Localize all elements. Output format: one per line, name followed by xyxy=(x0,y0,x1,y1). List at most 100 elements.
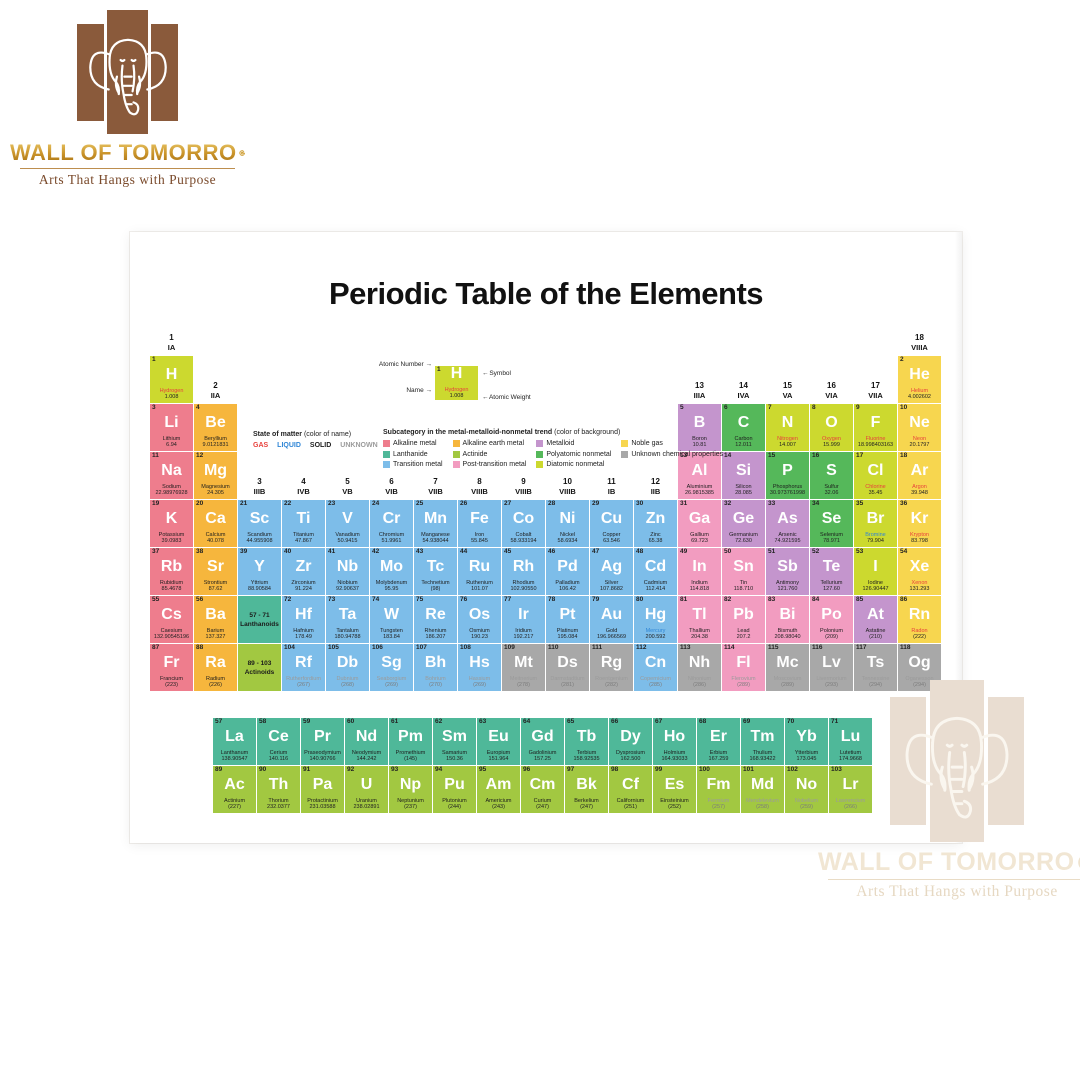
element-cell-Ir: 77 Ir Iridium 192.217 xyxy=(502,596,545,643)
element-symbol: Po xyxy=(821,606,842,623)
atomic-number: 75 xyxy=(416,596,424,603)
element-cell-Re: 75 Re Rhenium 186.207 xyxy=(414,596,457,643)
atomic-number: 44 xyxy=(460,548,468,555)
atomic-weight: 44.955908 xyxy=(246,538,273,545)
element-name: Beryllium xyxy=(204,436,227,442)
element-name: Nobelium xyxy=(794,798,819,804)
element-symbol: Bi xyxy=(779,606,796,623)
atomic-number: 35 xyxy=(856,500,864,507)
element-symbol: Au xyxy=(600,606,623,623)
atomic-weight: 231.03588 xyxy=(309,804,336,811)
element-symbol: Fe xyxy=(470,510,489,527)
watermark-logo: WALL OF TOMORRO Arts That Hangs with Pur… xyxy=(818,676,1080,901)
atomic-weight: 4.002602 xyxy=(908,394,931,401)
element-name: Actinium xyxy=(223,798,246,804)
element-cell-Na: 11 Na Sodium 22.98976928 xyxy=(150,452,193,499)
element-name: Ytterbium xyxy=(794,750,819,756)
atomic-weight: (293) xyxy=(825,682,838,689)
subcategory-legend-item: Alkaline earth metal xyxy=(452,440,527,447)
element-cell-Rg: 111 Rg Roentgenium (282) xyxy=(590,644,633,691)
atomic-weight: (222) xyxy=(913,634,926,641)
element-name: Tantalum xyxy=(336,628,359,634)
element-symbol: Cu xyxy=(600,510,623,527)
element-cell-Mo: 42 Mo Molybdenum 95.95 xyxy=(370,548,413,595)
element-name: Bromine xyxy=(865,532,886,538)
element-name: Neodymium xyxy=(351,750,382,756)
group-label-6: 6 VIB xyxy=(385,477,398,496)
element-name: Barium xyxy=(206,628,225,634)
atomic-weight: (269) xyxy=(473,682,486,689)
element-cell-Li: 3 Li Lithium 6.94 xyxy=(150,404,193,451)
element-name: Dubnium xyxy=(336,676,359,682)
atomic-weight: (227) xyxy=(228,804,241,811)
element-cell-Mn: 25 Mn Manganese 54.938044 xyxy=(414,500,457,547)
group-label-11: 11 IB xyxy=(607,477,616,496)
atomic-weight: 183.84 xyxy=(383,634,400,641)
element-symbol: H xyxy=(165,366,178,383)
element-cell-Sm: 62 Sm Samarium 150.36 xyxy=(433,718,476,765)
atomic-weight: 69.723 xyxy=(691,538,708,545)
element-symbol: Yb xyxy=(796,728,817,745)
element-name: Nickel xyxy=(560,532,575,538)
element-name: Nihonium xyxy=(687,676,712,682)
brand-tagline: Arts That Hangs with Purpose xyxy=(38,172,217,187)
element-name: Carbon xyxy=(734,436,753,442)
element-symbol: Dy xyxy=(620,728,641,745)
atomic-number: 70 xyxy=(787,718,795,725)
element-symbol: Ar xyxy=(910,462,929,479)
element-symbol: V xyxy=(342,510,353,527)
arrow-right-icon: → xyxy=(425,361,432,368)
element-name: Samarium xyxy=(441,750,468,756)
element-cell-Ge: 32 Ge Germanium 72.630 xyxy=(722,500,765,547)
periodic-table: 1 IA 2 IIA 3 IIIB 4 IVB 5 VB 6 VIB 7 VIIB 8 VIIIB 9 VIIIB… xyxy=(150,333,941,814)
atomic-weight: (226) xyxy=(209,682,222,689)
atomic-number: 28 xyxy=(548,500,556,507)
atomic-number: 32 xyxy=(724,500,732,507)
element-name: Iridium xyxy=(515,628,532,634)
element-name: Neptunium xyxy=(397,798,424,804)
atomic-weight: 121.760 xyxy=(777,586,798,593)
atomic-number: 98 xyxy=(611,766,619,773)
group-label-2: 2 IIA xyxy=(210,381,221,400)
atomic-number: 48 xyxy=(636,548,644,555)
atomic-weight: 174.9668 xyxy=(839,756,862,763)
element-cell-Pb: 82 Pb Lead 207.2 xyxy=(722,596,765,643)
atomic-number: 86 xyxy=(900,596,908,603)
element-name: Rhodium xyxy=(512,580,535,586)
element-name: Erbium xyxy=(709,750,728,756)
element-symbol: Mn xyxy=(423,510,448,527)
element-cell-He: 2 He Helium 4.002602 xyxy=(898,356,941,403)
atomic-number: 36 xyxy=(900,500,908,507)
atomic-weight: (237) xyxy=(404,804,417,811)
element-name: Tellurium xyxy=(820,580,843,586)
color-swatch xyxy=(452,461,460,468)
atomic-number: 21 xyxy=(240,500,248,507)
atomic-number: 85 xyxy=(856,596,864,603)
color-swatch xyxy=(452,440,460,447)
element-symbol: Es xyxy=(664,776,685,793)
atomic-weight: 140.116 xyxy=(268,756,289,763)
atomic-number: 81 xyxy=(680,596,688,603)
key-atomic-number-label: Atomic Number → xyxy=(378,361,432,368)
group-label-13: 13 IIIA xyxy=(693,381,706,400)
element-symbol: He xyxy=(909,366,930,383)
element-name: Lutetium xyxy=(839,750,862,756)
element-symbol: Fm xyxy=(706,776,731,793)
element-symbol: Er xyxy=(710,728,727,745)
element-cell-Sg: 106 Sg Seaborgium (269) xyxy=(370,644,413,691)
element-symbol: Kr xyxy=(910,510,929,527)
element-symbol: Ag xyxy=(600,558,623,575)
atomic-weight: 195.084 xyxy=(557,634,578,641)
atomic-number: 54 xyxy=(900,548,908,555)
atomic-weight: 39.948 xyxy=(911,490,928,497)
brand-name: WALL OF TOMORRO xyxy=(10,140,237,165)
subcategory-legend-item: Actinide xyxy=(452,450,527,458)
atomic-weight: 85.4678 xyxy=(161,586,182,593)
element-symbol: Cf xyxy=(622,776,639,793)
atomic-weight: (257) xyxy=(712,804,725,811)
atomic-weight: (294) xyxy=(869,682,882,689)
element-cell-Cd: 48 Cd Cadmium 112.414 xyxy=(634,548,677,595)
color-swatch xyxy=(383,461,390,468)
atomic-weight: 1.008 xyxy=(164,394,179,401)
element-cell-W: 74 W Tungsten 183.84 xyxy=(370,596,413,643)
